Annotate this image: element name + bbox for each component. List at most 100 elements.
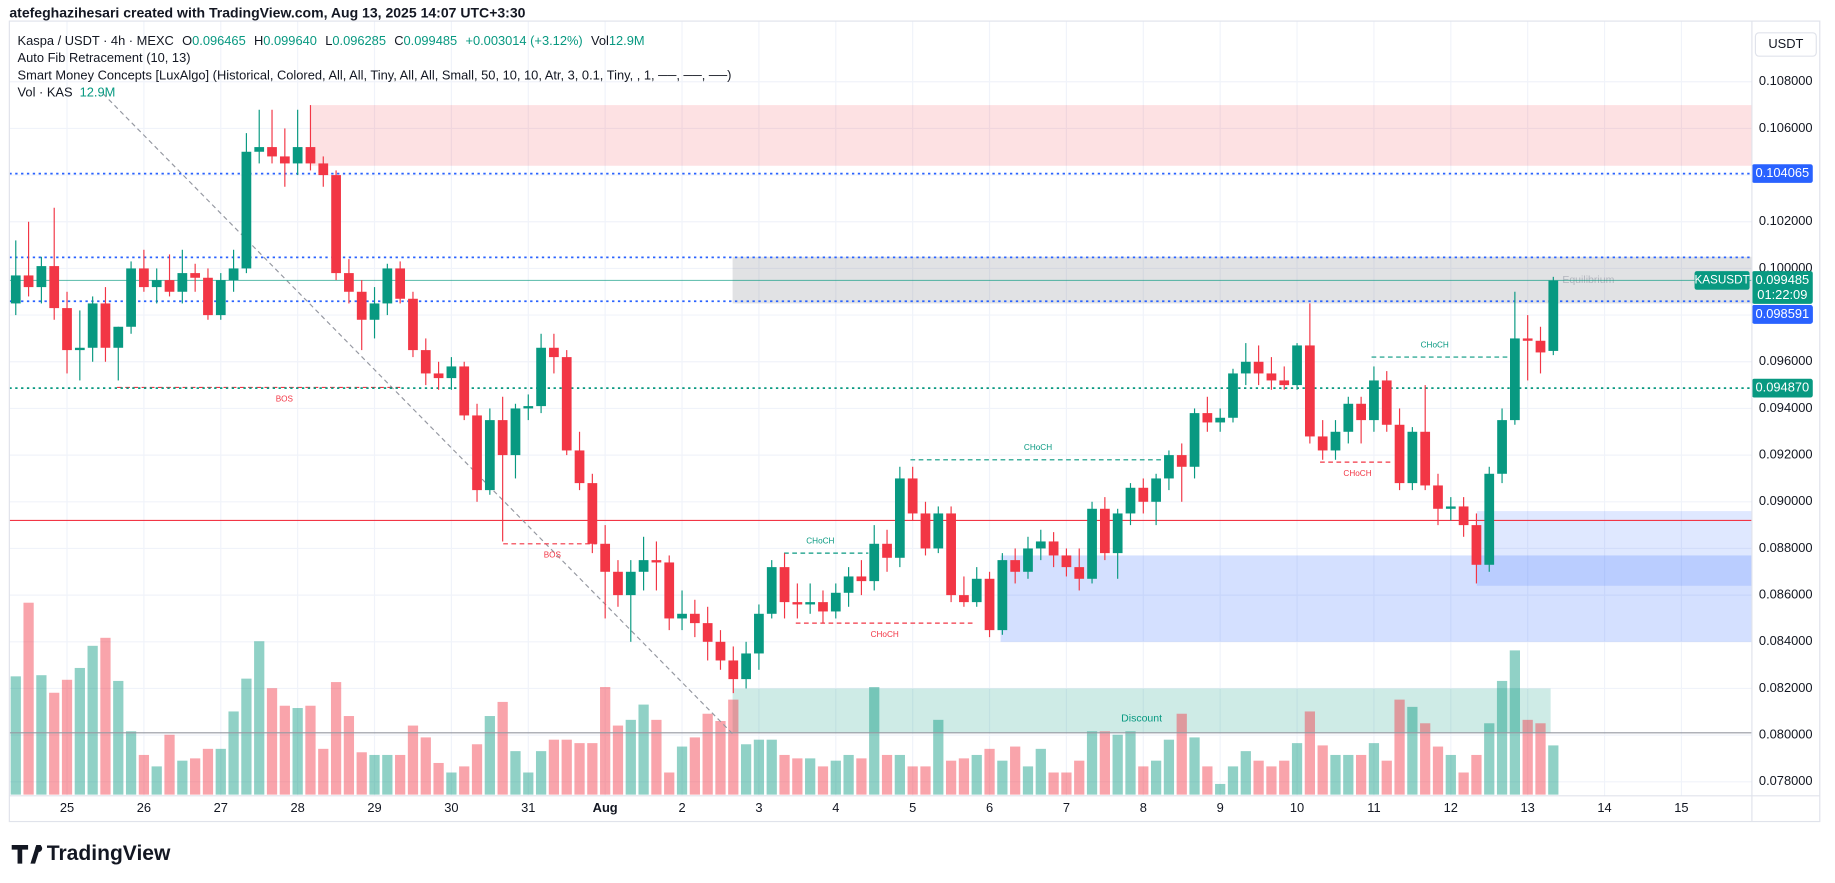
candle-body	[510, 408, 521, 456]
candle-body	[203, 277, 213, 316]
candle-body	[408, 298, 418, 351]
symbol: Kaspa / USDT · 4h · MEXC	[18, 34, 174, 49]
price-badge	[1751, 164, 1813, 183]
volume-bar	[1509, 650, 1520, 795]
volume-bar	[869, 687, 880, 795]
candle-body	[869, 543, 880, 582]
candle-body	[523, 406, 534, 409]
y-tick-label: 0.080000	[1759, 727, 1813, 742]
volume-bar	[497, 701, 508, 795]
symbol-badge	[1694, 271, 1750, 290]
candle-body	[1535, 340, 1546, 353]
volume-bar	[433, 762, 444, 795]
candle-body	[1484, 473, 1495, 565]
candle-body	[49, 266, 60, 309]
volume-bar	[1266, 766, 1277, 795]
candle-body	[818, 602, 828, 612]
candle-body	[1369, 380, 1379, 421]
volume-bar	[894, 754, 905, 795]
candle-body	[625, 571, 636, 596]
volume-bar	[1368, 743, 1380, 795]
volume-bar	[241, 678, 252, 795]
candle-body	[1215, 417, 1226, 423]
volume-bar	[318, 748, 329, 795]
candle-body	[1112, 513, 1123, 554]
candle-body	[728, 660, 739, 680]
volume-bar	[36, 675, 47, 795]
candle-body	[933, 513, 944, 549]
volume-bar	[1163, 739, 1175, 795]
candle-body	[1138, 487, 1149, 502]
plot-front: 0.078000 0.080000 0.082000 0.084000 0.086000…	[10, 73, 1813, 815]
candle-body	[574, 450, 585, 484]
candle-body	[1035, 541, 1046, 549]
candle-body	[959, 595, 969, 603]
candle-body	[446, 366, 457, 379]
candle-body	[1074, 567, 1085, 579]
volume-bar	[125, 731, 137, 795]
volume-bar	[535, 751, 547, 795]
volume-bar	[664, 772, 675, 795]
y-tick-label: 0.090000	[1759, 493, 1813, 508]
volume-bar	[446, 772, 457, 795]
countdown: 01:22:09	[1757, 287, 1807, 302]
candle-body	[715, 641, 726, 661]
candle-body	[1061, 555, 1072, 568]
volume-bar	[945, 760, 957, 795]
candle-body	[689, 613, 700, 624]
candle-body	[305, 147, 316, 164]
volume-bar	[10, 676, 21, 795]
volume-bar	[343, 716, 355, 795]
y-tick-label: 0.084000	[1759, 633, 1813, 648]
x-tick-label: 25	[60, 800, 74, 815]
volume-bar	[651, 719, 662, 795]
ohlc-value: 0.096465	[192, 34, 246, 49]
volume-bar	[113, 680, 124, 795]
volume-bar	[1061, 772, 1072, 795]
x-tick-label: 6	[986, 800, 993, 815]
volume-bar	[638, 704, 649, 795]
currency-box[interactable]	[1754, 32, 1817, 57]
symbol-badge-text: KASUSDT	[1694, 274, 1749, 287]
volume-bar	[523, 772, 534, 795]
candle-body	[1099, 508, 1110, 554]
candle-body	[1510, 338, 1520, 421]
candle-body	[1189, 413, 1200, 467]
candle-body	[587, 483, 598, 544]
ohlc-key: C	[394, 34, 403, 49]
candle-body	[830, 592, 841, 612]
volume-bar	[1099, 731, 1110, 795]
candle-body	[1356, 403, 1366, 421]
candle-body	[907, 478, 918, 514]
volume-bar	[1022, 766, 1034, 795]
volume-bar	[1496, 680, 1508, 795]
volume-bar	[612, 725, 624, 795]
volume-bar	[1048, 772, 1059, 795]
candle-body	[1407, 431, 1418, 484]
candle-body	[228, 268, 239, 281]
candle-body	[1330, 431, 1341, 451]
change: +0.003014 (+3.12%)	[465, 34, 582, 49]
indicator: Auto Fib Retracement (10, 13)	[18, 50, 191, 65]
volume-legend: Vol · KAS 12.9M	[18, 85, 116, 100]
currency: USDT	[1768, 36, 1803, 51]
candle-body	[100, 303, 111, 348]
y-tick-label: 0.094000	[1759, 400, 1813, 415]
candle-body	[395, 268, 406, 299]
x-tick-label: 27	[214, 800, 228, 815]
candle-body	[741, 653, 751, 680]
candle-body	[279, 156, 290, 164]
volume-bar	[1240, 751, 1251, 795]
volume-bar	[369, 754, 380, 795]
logo-mark	[11, 844, 43, 864]
ohlc-key: L	[325, 34, 332, 49]
candle-body	[420, 350, 431, 374]
candle-body	[254, 147, 265, 152]
vol-value: 12.9M	[609, 34, 645, 49]
indicator: Smart Money Concepts [LuxAlgo] (Historic…	[18, 67, 732, 82]
candle-body	[497, 420, 508, 456]
structure-label: BOS	[544, 551, 562, 560]
candle-body	[651, 560, 662, 563]
volume-bar	[100, 637, 111, 795]
